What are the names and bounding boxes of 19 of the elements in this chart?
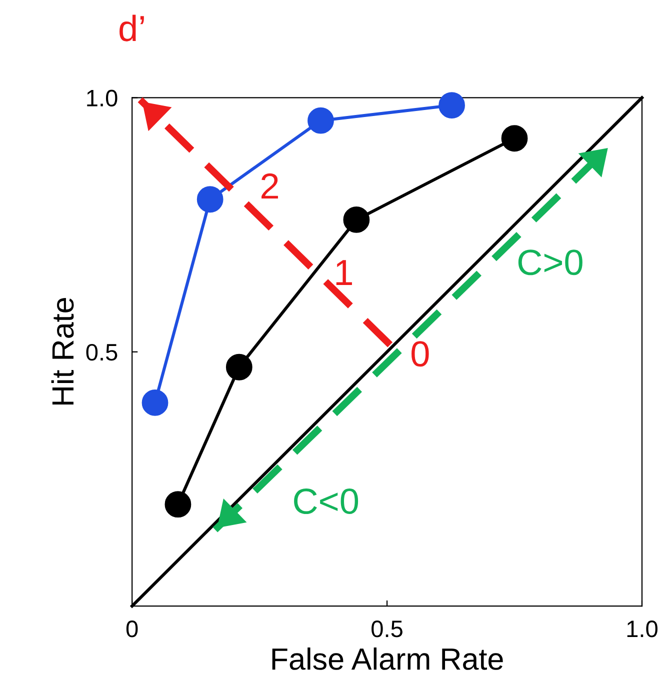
point xyxy=(438,92,465,119)
point xyxy=(196,186,224,213)
point xyxy=(142,390,168,416)
point xyxy=(226,354,252,380)
annotation: C>0 xyxy=(518,250,582,276)
x-tick-label: 0 xyxy=(126,620,138,638)
annotation: C<0 xyxy=(294,488,358,514)
point xyxy=(308,107,334,134)
point xyxy=(164,491,192,518)
annotation: 0 xyxy=(412,341,429,367)
annotation: 1 xyxy=(336,260,352,285)
x-tick-label: 0.5 xyxy=(372,620,402,638)
annotation: 2 xyxy=(262,173,278,199)
point xyxy=(343,206,370,233)
y-axis-title: Hit Rate xyxy=(51,298,74,405)
point xyxy=(501,125,528,152)
text: d’ xyxy=(120,14,144,42)
x-tick-label: 1.0 xyxy=(627,620,658,638)
x-axis-title: False Alarm Rate xyxy=(272,647,503,670)
